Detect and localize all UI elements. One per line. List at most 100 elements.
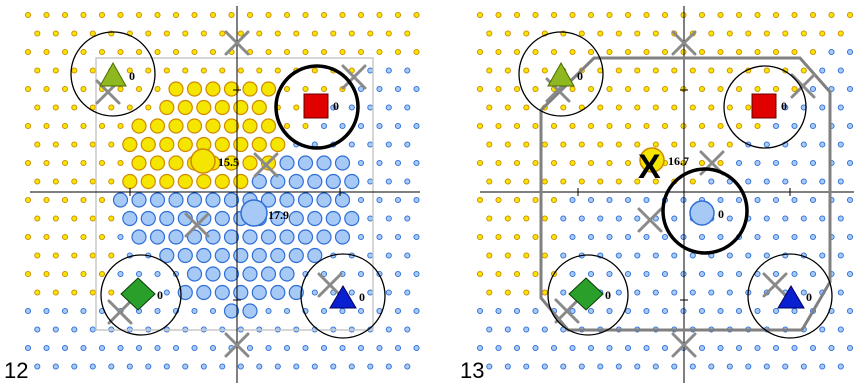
yellow-voter-dot [219, 67, 226, 74]
blue-voter-dot [274, 363, 281, 370]
blue-voter-dot [367, 67, 374, 74]
yellow-voter-dot [98, 159, 106, 167]
blue-voter-dot [846, 196, 854, 204]
yellow-voter-dot [643, 122, 650, 130]
yellow-voter-dot [223, 81, 240, 97]
yellow-voter-dot [615, 67, 622, 74]
blue-voter-dot [560, 252, 567, 259]
blue-voter-dot [394, 233, 402, 241]
yellow-voter-dot [624, 85, 632, 93]
yellow-voter-dot [698, 159, 706, 167]
yellow-voter-dot [606, 48, 613, 56]
yellow-voter-dot [569, 48, 576, 56]
yellow-voter-dot [61, 159, 69, 167]
x-mark-stroke [341, 64, 367, 90]
blue-voter-dot [772, 122, 780, 130]
blue-voter-dot [209, 307, 217, 315]
blue-voter-dot [256, 363, 263, 370]
green-triangle-icon [99, 61, 127, 87]
blue-voter-dot [513, 307, 521, 315]
blue-voter-dot [270, 247, 286, 264]
yellow-voter-dot [717, 159, 724, 167]
blue-voter-dot [265, 344, 272, 352]
blue-voter-dot [367, 252, 374, 259]
blue-voter-dot [320, 307, 328, 315]
blue-voter-dot [293, 363, 300, 370]
yellow-voter-dot [52, 178, 59, 185]
blue-voter-dot [634, 215, 641, 222]
blue-voter-dot [745, 178, 752, 185]
yellow-voter-dot [24, 196, 32, 204]
yellow-voter-dot [228, 11, 235, 19]
yellow-voter-dot [486, 178, 493, 185]
yellow-voter-dot [661, 48, 669, 56]
yellow-voter-dot [283, 11, 291, 19]
yellow-voter-dot [550, 233, 558, 241]
blue-voter-dot [615, 289, 622, 296]
yellow-voter-dot [163, 67, 170, 74]
blue-voter-dot [772, 344, 780, 352]
blue-voter-dot [717, 307, 724, 315]
yellow-voter-dot [791, 85, 798, 93]
blue-voter-dot [846, 159, 854, 167]
yellow-voter-dot [219, 30, 226, 37]
yellow-voter-dot [661, 11, 669, 19]
yellow-voter-dot [98, 233, 106, 241]
blue-voter-dot [348, 141, 355, 148]
blue-voter-dot [819, 104, 826, 111]
yellow-voter-dot [34, 215, 41, 222]
blue-voter-dot [376, 196, 383, 204]
yellow-voter-dot [274, 30, 281, 37]
yellow-voter-dot [615, 104, 622, 111]
blue-voter-dot [209, 344, 217, 352]
yellow-voter-dot [513, 48, 521, 56]
blue-voter-dot [828, 48, 835, 56]
blue-voter-dot [661, 270, 669, 278]
yellow-voter-dot [117, 159, 124, 167]
blue-voter-dot [149, 229, 166, 245]
yellow-voter-dot [587, 48, 595, 56]
blue-voter-dot [172, 344, 180, 352]
yellow-voter-dot [320, 48, 328, 56]
blue-voter-dot [791, 233, 798, 241]
yellow-voter-dot [624, 159, 632, 167]
blue-voter-dot [476, 344, 484, 352]
blue-voter-dot [357, 233, 365, 241]
blue-voter-dot [837, 67, 844, 74]
yellow-voter-dot [61, 196, 69, 204]
green-triangle-label: 0 [129, 69, 135, 83]
yellow-voter-dot [140, 136, 156, 153]
axes [30, 6, 420, 383]
blue-voter-dot [606, 233, 613, 241]
yellow-voter-dot [191, 11, 198, 19]
red-square-label: 0 [333, 99, 339, 113]
blue-voter-dot [270, 284, 286, 301]
yellow-voter-dot [43, 122, 50, 130]
blue-voter-dot [61, 344, 69, 352]
blue-voter-dot [43, 307, 50, 315]
blue-voter-dot [800, 141, 807, 148]
yellow-voter-dot [634, 141, 641, 148]
yellow-voter-dot [513, 270, 521, 278]
blue-voter-dot [404, 178, 411, 185]
yellow-voter-dot [154, 48, 161, 56]
red-square-icon [751, 93, 777, 119]
yellow-voter-dot [745, 104, 752, 111]
blue-voter-dot [117, 270, 124, 278]
blue-voter-dot [311, 289, 318, 296]
yellow-voter-dot [495, 11, 502, 19]
yellow-voter-dot [24, 270, 32, 278]
blue-voter-dot [837, 289, 844, 296]
yellow-voter-dot [145, 104, 152, 111]
yellow-voter-dot [200, 67, 207, 74]
yellow-voter-dot [550, 11, 558, 19]
blue-voter-dot [523, 363, 530, 370]
yellow-voter-dot [34, 252, 41, 259]
blue-voter-dot [149, 192, 166, 208]
blue-voter-dot [846, 270, 854, 278]
blue-voter-dot [476, 307, 484, 315]
blue-voter-dot [200, 363, 207, 370]
yellow-voter-dot [34, 67, 41, 74]
yellow-voter-dot [159, 173, 175, 190]
yellow-voter-dot [597, 104, 604, 111]
